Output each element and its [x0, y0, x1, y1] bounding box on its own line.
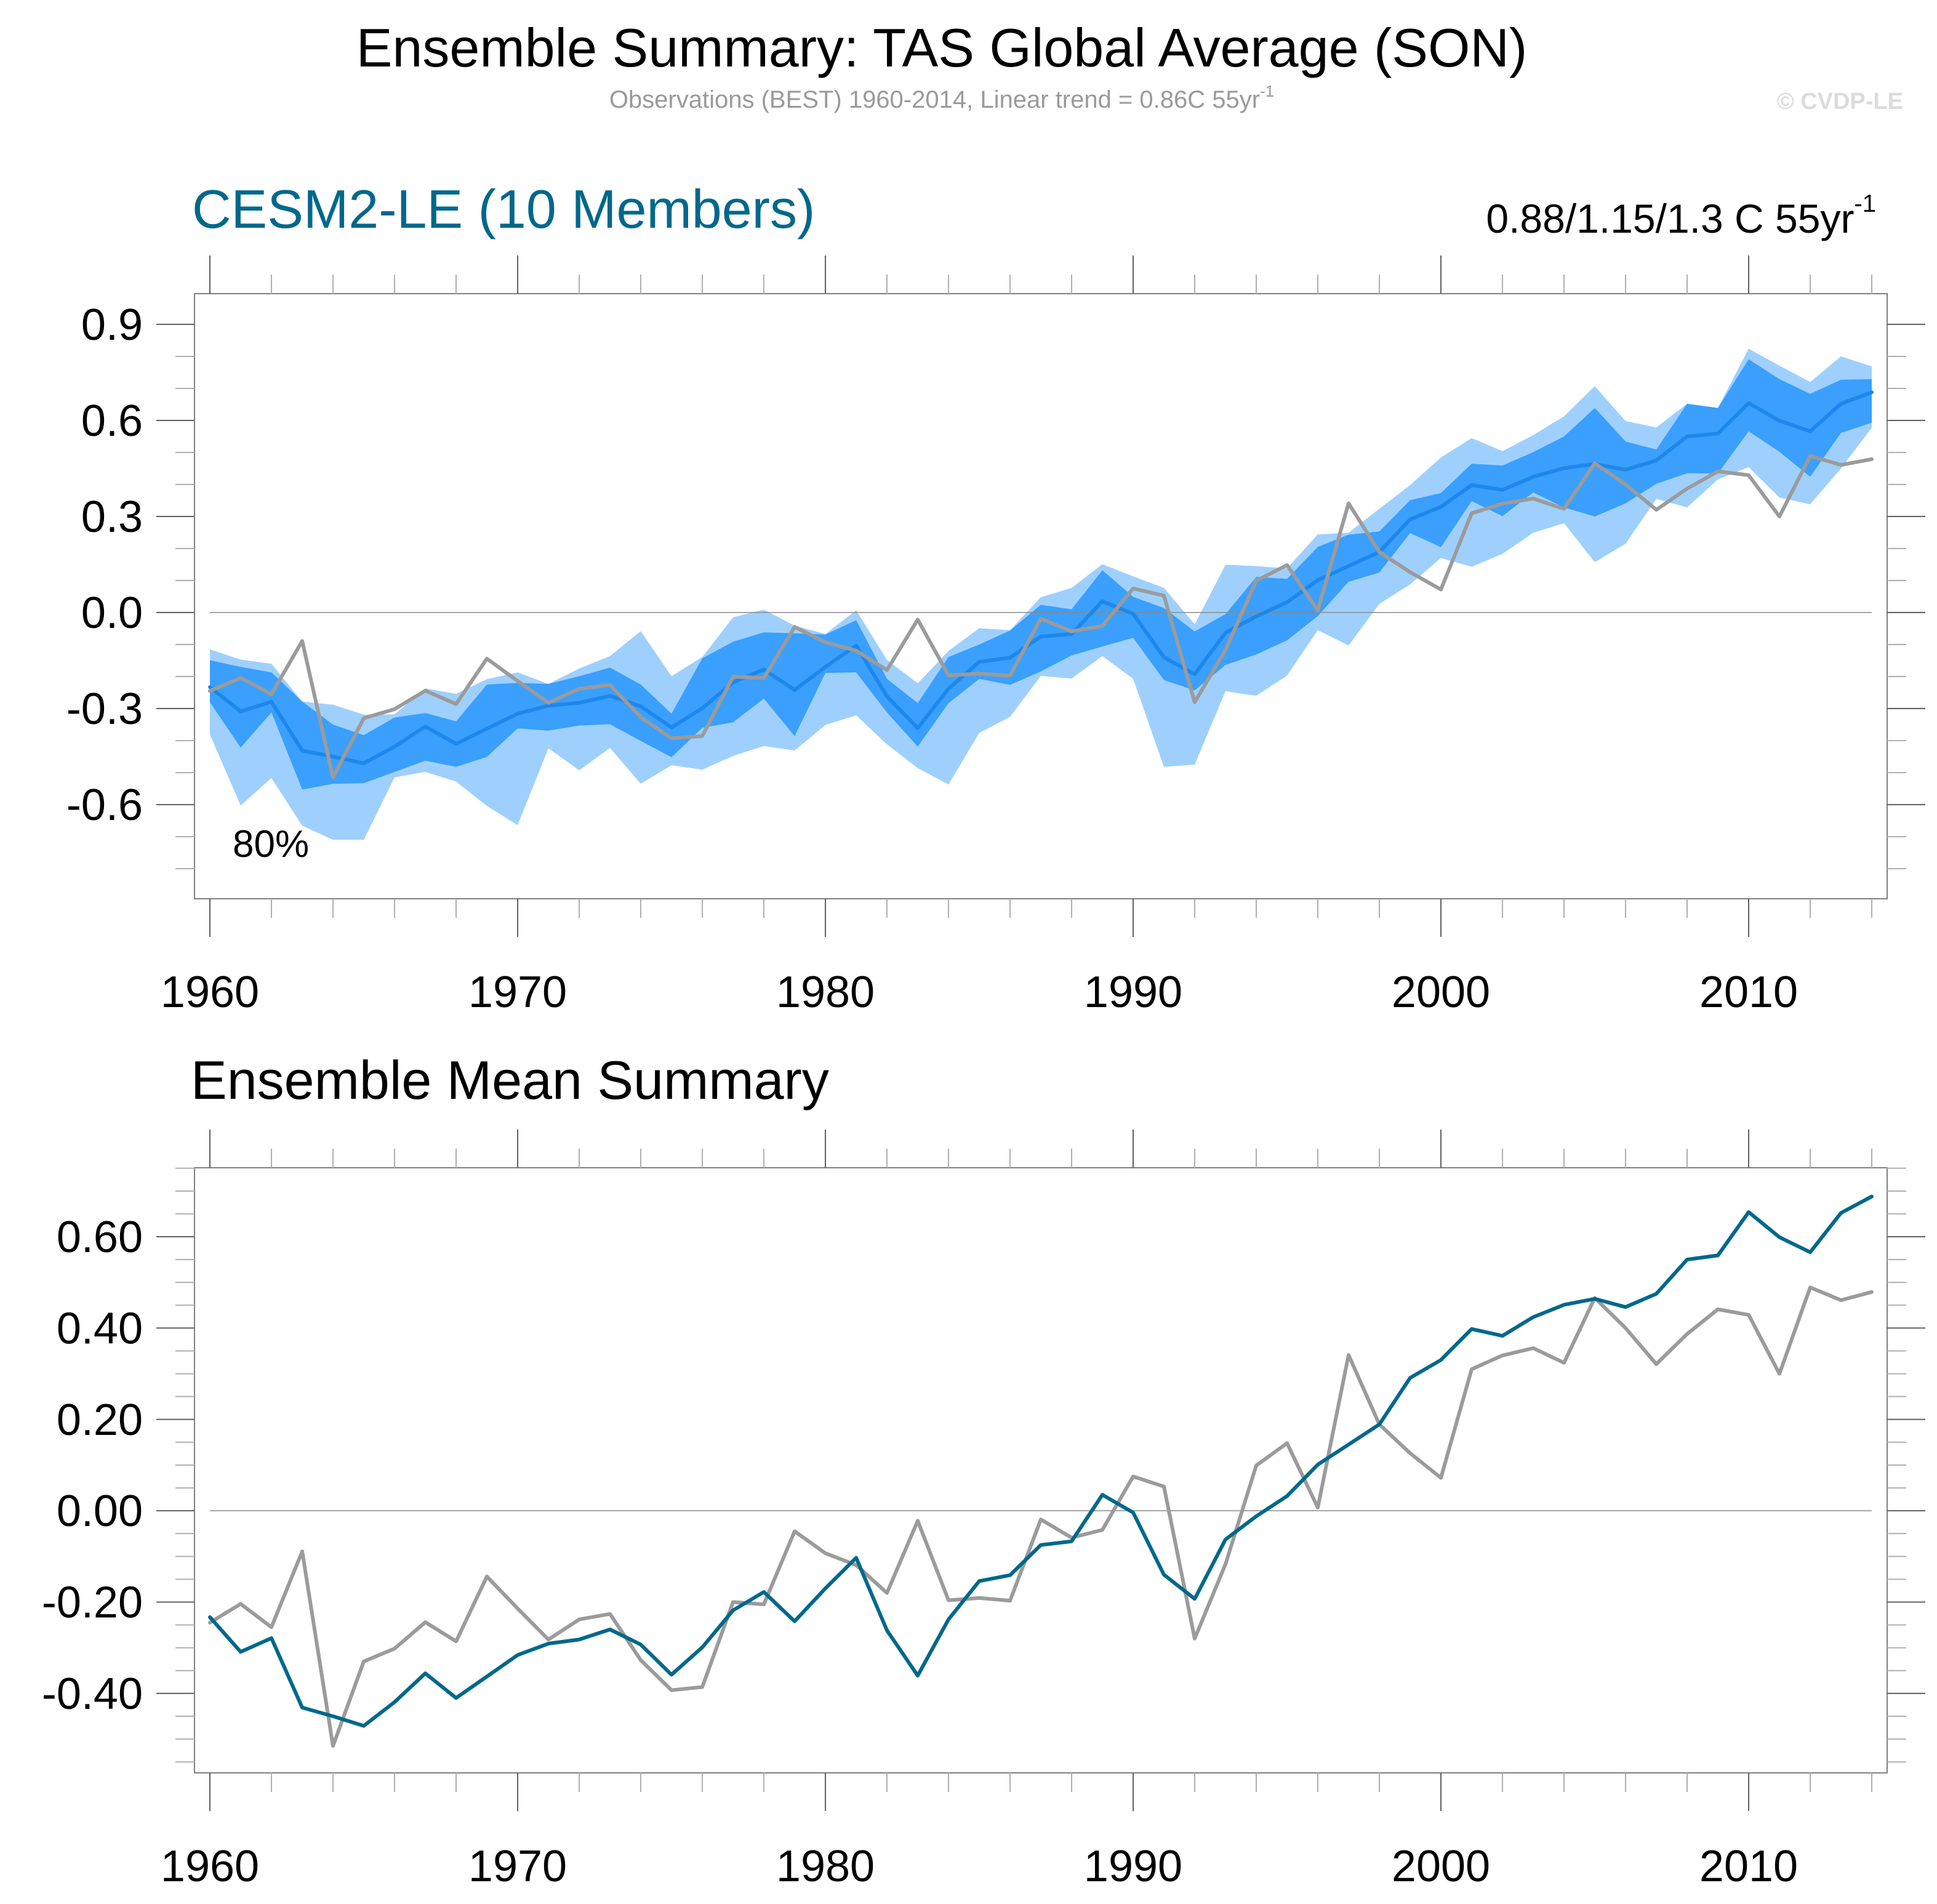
y-tick-label: 0.40: [57, 1304, 143, 1353]
x-tick-label: 1970: [468, 1842, 567, 1891]
observations-line: [208, 454, 1874, 779]
panel1-trend-label: 0.88/1.15/1.3 C 55yr-1: [1486, 190, 1876, 241]
panel-ensemble-summary: CESM2-LE (10 Members) 0.88/1.15/1.3 C 55…: [66, 179, 1925, 1017]
subtitle-superscript: -1: [1260, 82, 1274, 100]
panel2-frame: [194, 1167, 1888, 1773]
panel1-x-tick-labels: 1960 1970 1980 1990 2000 2010: [161, 968, 1798, 1017]
panel1-ticks: [156, 255, 1925, 937]
panel2-y-tick-labels: 0.60 0.40 0.20 0.00 -0.20 -0.40: [42, 1213, 143, 1719]
panel2-ticks: [156, 1130, 1925, 1811]
band-percent-label: 80%: [233, 823, 309, 866]
y-tick-label: -0.20: [42, 1578, 143, 1628]
trend-text: 0.88/1.15/1.3 C 55yr: [1486, 196, 1854, 241]
x-tick-label: 2010: [1699, 968, 1798, 1017]
band-inner-range: [210, 359, 1872, 790]
y-tick-label: -0.40: [42, 1669, 143, 1719]
band-80-percent: [210, 348, 1872, 840]
observations-line: [208, 1285, 1874, 1748]
x-tick-label: 2000: [1392, 968, 1490, 1017]
ensemble-mean-line: [208, 1194, 1874, 1728]
panel2-lines: [208, 1194, 1874, 1748]
x-tick-label: 1970: [468, 968, 567, 1017]
y-tick-label: 0.00: [57, 1487, 143, 1536]
panel1-lines: [208, 390, 1874, 779]
panel1-title: CESM2-LE (10 Members): [192, 179, 815, 239]
y-tick-label: 0.9: [81, 300, 143, 350]
figure-subtitle: Observations (BEST) 1960-2014, Linear tr…: [609, 82, 1274, 113]
panel1-y-tick-labels: 0.9 0.6 0.3 0.0 -0.3 -0.6: [66, 300, 143, 830]
subtitle-text: Observations (BEST) 1960-2014, Linear tr…: [609, 86, 1260, 113]
x-tick-label: 1960: [161, 968, 259, 1017]
x-tick-label: 1990: [1084, 968, 1182, 1017]
y-tick-label: 0.3: [81, 492, 143, 542]
trend-superscript: -1: [1854, 190, 1876, 217]
panel2-x-tick-labels: 1960 1970 1980 1990 2000 2010: [161, 1842, 1798, 1891]
x-tick-label: 2010: [1699, 1842, 1798, 1891]
y-tick-label: 0.6: [81, 396, 143, 446]
y-tick-label: -0.6: [66, 781, 143, 830]
panel1-bands: [210, 348, 1872, 840]
x-tick-label: 1960: [161, 1842, 259, 1891]
panel2-title: Ensemble Mean Summary: [191, 1050, 829, 1111]
y-tick-label: -0.3: [66, 685, 143, 734]
y-tick-label: 0.0: [81, 588, 143, 638]
copyright-label: © CVDP-LE: [1777, 89, 1903, 114]
figure-title: Ensemble Summary: TAS Global Average (SO…: [356, 17, 1528, 78]
y-tick-label: 0.20: [57, 1396, 143, 1445]
y-tick-label: 0.60: [57, 1213, 143, 1262]
x-tick-label: 1990: [1084, 1842, 1182, 1891]
x-tick-label: 1980: [776, 968, 875, 1017]
panel-ensemble-mean-summary: Ensemble Mean Summary 0.60 0.40 0.20 0.00 -0…: [42, 1050, 1925, 1891]
panel1-frame: [194, 293, 1888, 899]
x-tick-label: 1980: [776, 1842, 875, 1891]
x-tick-label: 2000: [1392, 1842, 1490, 1891]
